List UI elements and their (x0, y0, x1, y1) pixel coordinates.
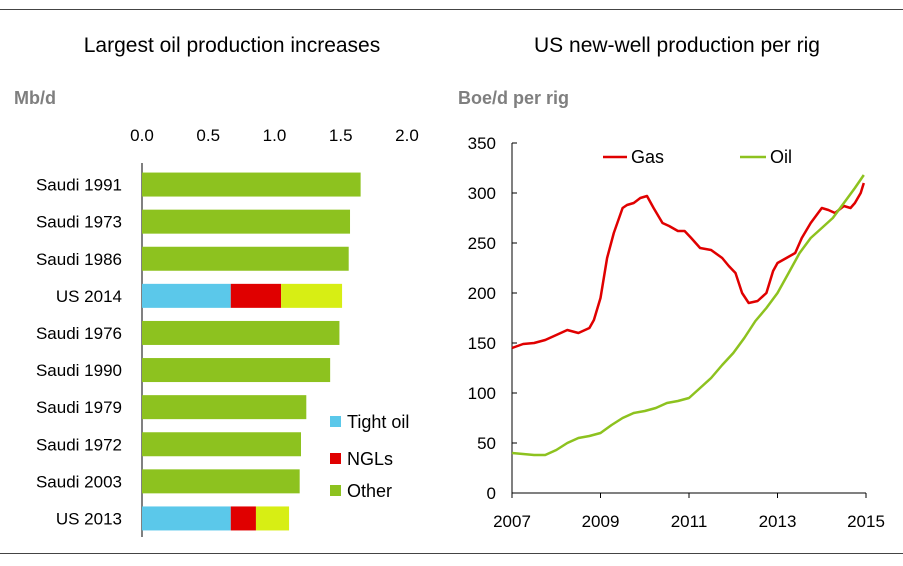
right-x-tick-2007: 2007 (493, 512, 531, 531)
right-y-tick-150: 150 (468, 334, 496, 353)
bar-saudi-1990-other (142, 358, 331, 383)
legend-swatch-ngls (330, 453, 341, 464)
bar-us-2014-tight-oil (142, 283, 231, 308)
left-legend: Tight oil NGLs Other (330, 412, 409, 501)
top-rule (0, 9, 903, 10)
bar-us-2013-tight-oil (142, 506, 231, 531)
left-chart-title: Largest oil production increases (84, 34, 381, 57)
left-x-tick-1-5: 1.5 (329, 126, 353, 145)
legend-label-tight-oil: Tight oil (347, 412, 409, 432)
line-series-oil (511, 174, 865, 457)
bar-saudi-1986-other (142, 246, 349, 271)
category-label-saudi-2003: Saudi 2003 (36, 472, 122, 491)
legend-swatch-other (330, 485, 341, 496)
bottom-rule (0, 553, 903, 554)
bar-saudi-2003-other (142, 469, 300, 494)
right-y-tick-300: 300 (468, 184, 496, 203)
legend-label-gas: Gas (631, 147, 664, 167)
right-x-tick-2009: 2009 (582, 512, 620, 531)
left-bar-chart: Largest oil production increases Mb/d 0.… (14, 34, 419, 537)
right-line-chart: US new-well production per rig Boe/d per… (458, 34, 885, 531)
right-series-lines (511, 174, 865, 457)
line-series-gas (511, 182, 865, 350)
left-x-tick-1-0: 1.0 (263, 126, 287, 145)
right-y-tick-50: 50 (477, 434, 496, 453)
legend-label-oil: Oil (770, 147, 792, 167)
right-y-tick-100: 100 (468, 384, 496, 403)
bar-saudi-1976-other (142, 320, 340, 345)
right-chart-title: US new-well production per rig (534, 34, 820, 57)
bar-us-2013-ngls (230, 506, 256, 531)
left-x-tick-0-0: 0.0 (130, 126, 154, 145)
right-y-tick-0: 0 (487, 484, 496, 503)
bar-saudi-1991-other (142, 172, 361, 197)
legend-label-other: Other (347, 481, 392, 501)
left-bars (142, 172, 361, 531)
category-label-us-2014: US 2014 (56, 287, 122, 306)
right-chart-unit-label: Boe/d per rig (458, 88, 569, 108)
bar-saudi-1979-other (142, 395, 307, 420)
right-y-tick-200: 200 (468, 284, 496, 303)
category-label-saudi-1976: Saudi 1976 (36, 324, 122, 343)
left-x-tick-2-0: 2.0 (395, 126, 419, 145)
right-y-tick-350: 350 (468, 134, 496, 153)
category-label-saudi-1979: Saudi 1979 (36, 398, 122, 417)
category-label-saudi-1991: Saudi 1991 (36, 176, 122, 195)
legend-label-ngls: NGLs (347, 449, 393, 469)
left-x-tick-0-5: 0.5 (196, 126, 220, 145)
bar-us-2013-other (255, 506, 290, 531)
category-label-saudi-1990: Saudi 1990 (36, 361, 122, 380)
right-legend: Gas Oil (603, 147, 792, 167)
left-category-labels: Saudi 1991 Saudi 1973 Saudi 1986 US 2014 Sau… (36, 176, 122, 529)
bar-saudi-1973-other (142, 209, 351, 234)
category-label-saudi-1972: Saudi 1972 (36, 435, 122, 454)
right-x-tick-2011: 2011 (671, 512, 708, 531)
right-y-axis-ticks: 0 50 100 150 200 250 300 350 (468, 134, 517, 503)
right-x-tick-2013: 2013 (759, 512, 797, 531)
category-label-saudi-1986: Saudi 1986 (36, 250, 122, 269)
left-chart-unit-label: Mb/d (14, 88, 56, 108)
category-label-us-2013: US 2013 (56, 509, 122, 528)
bar-us-2014-other (281, 283, 343, 308)
legend-swatch-tight-oil (330, 416, 341, 427)
right-y-tick-250: 250 (468, 234, 496, 253)
right-x-tick-2015: 2015 (847, 512, 885, 531)
bar-us-2014-ngls (230, 283, 282, 308)
bar-saudi-1972-other (142, 432, 301, 457)
category-label-saudi-1973: Saudi 1973 (36, 213, 122, 232)
right-x-axis-ticks: 2007 2009 2011 2013 2015 (493, 493, 885, 531)
left-x-axis-ticks: 0.0 0.5 1.0 1.5 2.0 (130, 126, 419, 145)
